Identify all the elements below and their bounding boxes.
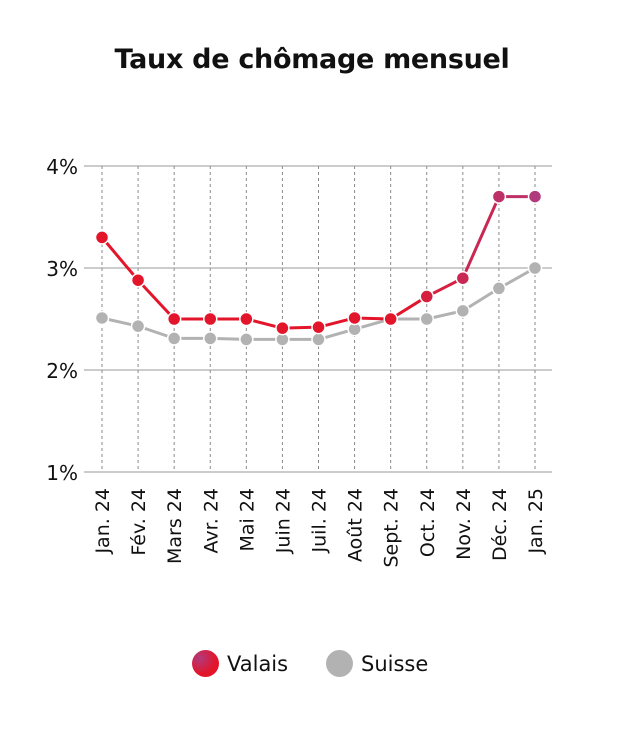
y-tick-label: 3% xyxy=(46,257,78,281)
series-valais-segment xyxy=(461,195,501,280)
legend: Valais Suisse xyxy=(0,650,624,686)
x-tick-label: Août 24 xyxy=(345,488,367,562)
x-tick-label: Jan. 25 xyxy=(525,488,547,555)
series-suisse-point xyxy=(239,332,254,347)
series-suisse-point xyxy=(455,303,471,319)
legend-item-suisse: Suisse xyxy=(326,650,428,677)
series-valais-point xyxy=(311,319,326,335)
x-tick-label: Mai 24 xyxy=(236,488,258,552)
y-axis: 1% 2% 3% 4% xyxy=(46,155,78,485)
x-tick-label: Fév. 24 xyxy=(128,488,150,556)
x-axis: Jan. 24 Fév. 24 Mars 24 Avr. 24 Mai 24 Juin 2… xyxy=(92,488,547,568)
x-tick-label: Sept. 24 xyxy=(381,488,403,568)
legend-swatch-suisse xyxy=(326,650,353,677)
y-tick-label: 2% xyxy=(46,359,78,383)
series-valais-point xyxy=(491,189,507,204)
x-tick-label: Avr. 24 xyxy=(200,488,222,553)
series-valais-point xyxy=(94,230,110,245)
y-tick-label: 1% xyxy=(46,461,78,485)
series-valais-point xyxy=(527,189,543,204)
series-valais-point xyxy=(419,289,434,304)
x-tick-label: Nov. 24 xyxy=(453,488,475,560)
x-tick-label: Juin 24 xyxy=(272,488,294,554)
legend-label-suisse: Suisse xyxy=(361,651,429,676)
series-suisse-point xyxy=(527,260,543,276)
series-suisse-point xyxy=(130,318,146,334)
series-suisse-point xyxy=(419,311,434,327)
series-valais-point xyxy=(275,320,290,336)
x-tick-label: Jan. 24 xyxy=(92,488,114,555)
series-valais-segment xyxy=(100,235,140,282)
legend-swatch-valais xyxy=(192,650,219,677)
x-tick-label: Mars 24 xyxy=(164,488,186,564)
grid xyxy=(84,165,552,473)
line-chart: 1% 2% 3% 4% Jan. 24 Fév. 24 Mars 24 Avr. 24 Mai… xyxy=(46,155,552,568)
series-valais-point xyxy=(347,310,362,326)
series-suisse xyxy=(94,260,543,347)
legend-label-valais: Valais xyxy=(227,651,289,676)
series-valais xyxy=(94,189,543,336)
series-valais-point xyxy=(203,311,218,327)
series-valais-point xyxy=(239,311,254,327)
series-suisse-point xyxy=(491,281,507,296)
y-tick-label: 4% xyxy=(46,155,78,179)
series-valais-point xyxy=(130,272,146,288)
legend-item-valais: Valais xyxy=(192,650,288,677)
series-valais-segment xyxy=(136,278,176,321)
series-valais-point xyxy=(455,270,471,286)
series-suisse-point xyxy=(166,331,182,346)
series-suisse-point xyxy=(94,310,110,326)
series-valais-point xyxy=(383,311,398,327)
series-suisse-point xyxy=(311,332,326,347)
series-valais-point xyxy=(166,311,182,327)
x-tick-label: Déc. 24 xyxy=(489,488,511,561)
chart-title: Taux de chômage mensuel xyxy=(114,44,510,75)
x-tick-label: Juil. 24 xyxy=(309,488,331,553)
x-tick-label: Oct. 24 xyxy=(417,488,439,557)
series-suisse-point xyxy=(203,331,218,346)
